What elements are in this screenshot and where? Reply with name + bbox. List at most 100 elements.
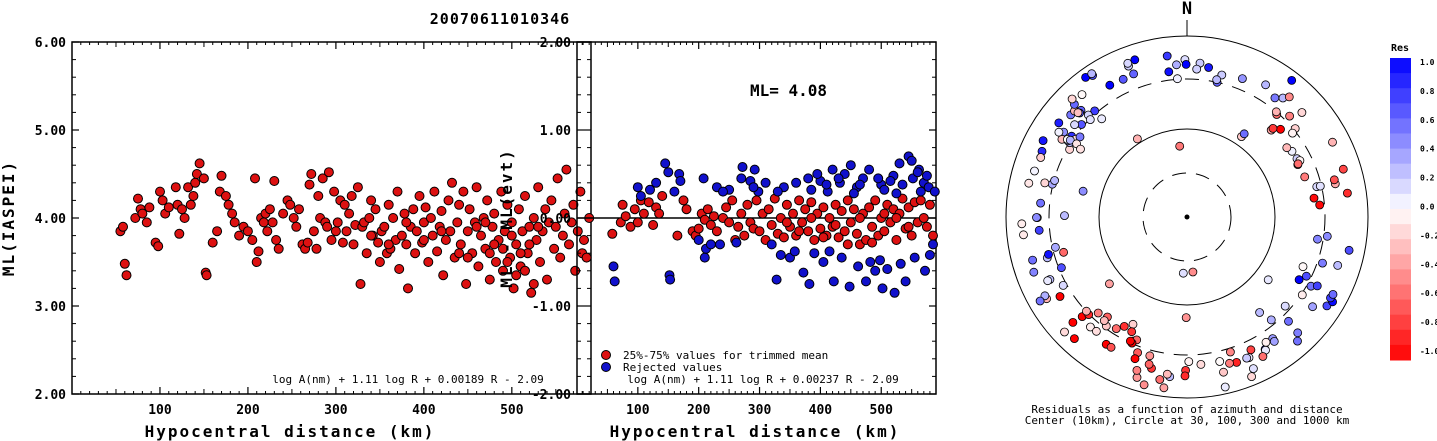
station-point [1180, 371, 1190, 381]
data-point [806, 197, 817, 208]
colorbar-tick-label: 0.2 [1420, 174, 1435, 183]
data-point [821, 179, 832, 190]
data-point [873, 173, 884, 184]
data-point [374, 257, 385, 267]
data-point [737, 162, 748, 172]
station-point [1144, 359, 1154, 369]
station-point [1085, 115, 1095, 124]
station-point [1285, 111, 1294, 121]
station-point [1129, 69, 1138, 79]
station-point [1294, 275, 1304, 285]
data-point [288, 213, 299, 223]
data-point [524, 221, 535, 232]
station-point [1040, 178, 1050, 188]
data-point [909, 252, 920, 263]
data-point [508, 283, 519, 294]
data-point [853, 261, 864, 272]
station-point [1043, 276, 1053, 286]
data-point [833, 232, 844, 243]
data-point [258, 217, 269, 228]
data-point [294, 204, 304, 215]
data-point [920, 265, 930, 276]
station-point [1054, 118, 1064, 128]
station-point [1175, 141, 1185, 151]
residual-colorbar: Res 1.0 0.8 0.6 0.4 0.2 0.0 -0.2 -0.4 -0.6 -0.8 -1… [1390, 43, 1437, 361]
data-point [489, 239, 500, 250]
station-point [1130, 55, 1140, 65]
data-point [895, 258, 906, 269]
data-point [157, 195, 168, 206]
plot2-x-axis-title: Hypocentral distance (km) [610, 422, 901, 441]
station-point [1132, 365, 1142, 375]
data-point [875, 255, 885, 266]
data-point [247, 235, 258, 245]
colorbar-tick-label: 0.8 [1420, 87, 1435, 96]
colorbar-swatch [1390, 193, 1411, 210]
data-point [620, 211, 631, 222]
colorbar-tick-label: 1.0 [1420, 58, 1435, 67]
data-point [731, 237, 742, 248]
data-point [803, 226, 814, 237]
data-point [119, 258, 130, 269]
station-point [1271, 107, 1281, 117]
circle-1000km [1005, 35, 1369, 399]
station-point [1019, 230, 1028, 240]
data-point [432, 246, 443, 257]
station-point [1139, 380, 1149, 390]
data-point [170, 182, 181, 193]
data-point [418, 217, 429, 228]
station-point [1184, 357, 1194, 367]
plot2-ml-annotation: ML= 4.08 [750, 81, 827, 100]
station-point [1255, 308, 1264, 317]
data-point [806, 184, 817, 195]
data-point [924, 250, 935, 260]
station-point [1269, 336, 1279, 346]
y-tick-label: 4.00 [35, 212, 66, 227]
data-point [727, 195, 738, 206]
data-point [515, 248, 526, 259]
data-point [526, 287, 537, 298]
data-point [575, 186, 586, 197]
colorbar-tick-labels: 1.0 0.8 0.6 0.4 0.2 0.0 -0.2 -0.4 -0.6 -0.8 -1.0 [1420, 58, 1437, 356]
data-point [804, 279, 815, 289]
y-tick-label: 2.00 [540, 36, 571, 51]
x-tick-label: 500 [869, 403, 893, 418]
data-point [399, 208, 410, 219]
data-point [763, 204, 774, 215]
data-point [654, 208, 665, 219]
data-point [458, 186, 469, 197]
data-point [867, 221, 878, 232]
station-point [1293, 159, 1303, 169]
data-point [632, 182, 643, 193]
data-point [344, 208, 355, 219]
data-point [566, 217, 577, 228]
station-point [1297, 108, 1307, 117]
data-point [524, 239, 535, 250]
data-point [452, 217, 463, 228]
data-point [921, 170, 932, 181]
colorbar-swatch [1390, 178, 1411, 195]
station-point [1276, 124, 1285, 134]
station-point [1133, 134, 1142, 144]
station-point [1282, 143, 1292, 153]
x-tick-label: 400 [412, 403, 436, 418]
data-point [271, 235, 282, 245]
colorbar-swatch [1390, 224, 1411, 240]
data-point [436, 226, 447, 237]
station-point [1070, 120, 1079, 130]
data-point [216, 170, 227, 181]
data-point [791, 177, 802, 188]
data-point [498, 265, 508, 276]
data-point [498, 243, 508, 254]
data-point [681, 204, 692, 215]
data-point [118, 221, 128, 232]
data-point [511, 239, 522, 250]
station-point [1126, 336, 1135, 346]
station-point [1239, 129, 1249, 139]
data-point [854, 179, 865, 190]
station-point [1261, 80, 1270, 90]
data-point [273, 243, 284, 254]
data-point [531, 235, 542, 245]
data-point [794, 226, 805, 237]
legend-label-rejected: Rejected values [623, 361, 722, 374]
